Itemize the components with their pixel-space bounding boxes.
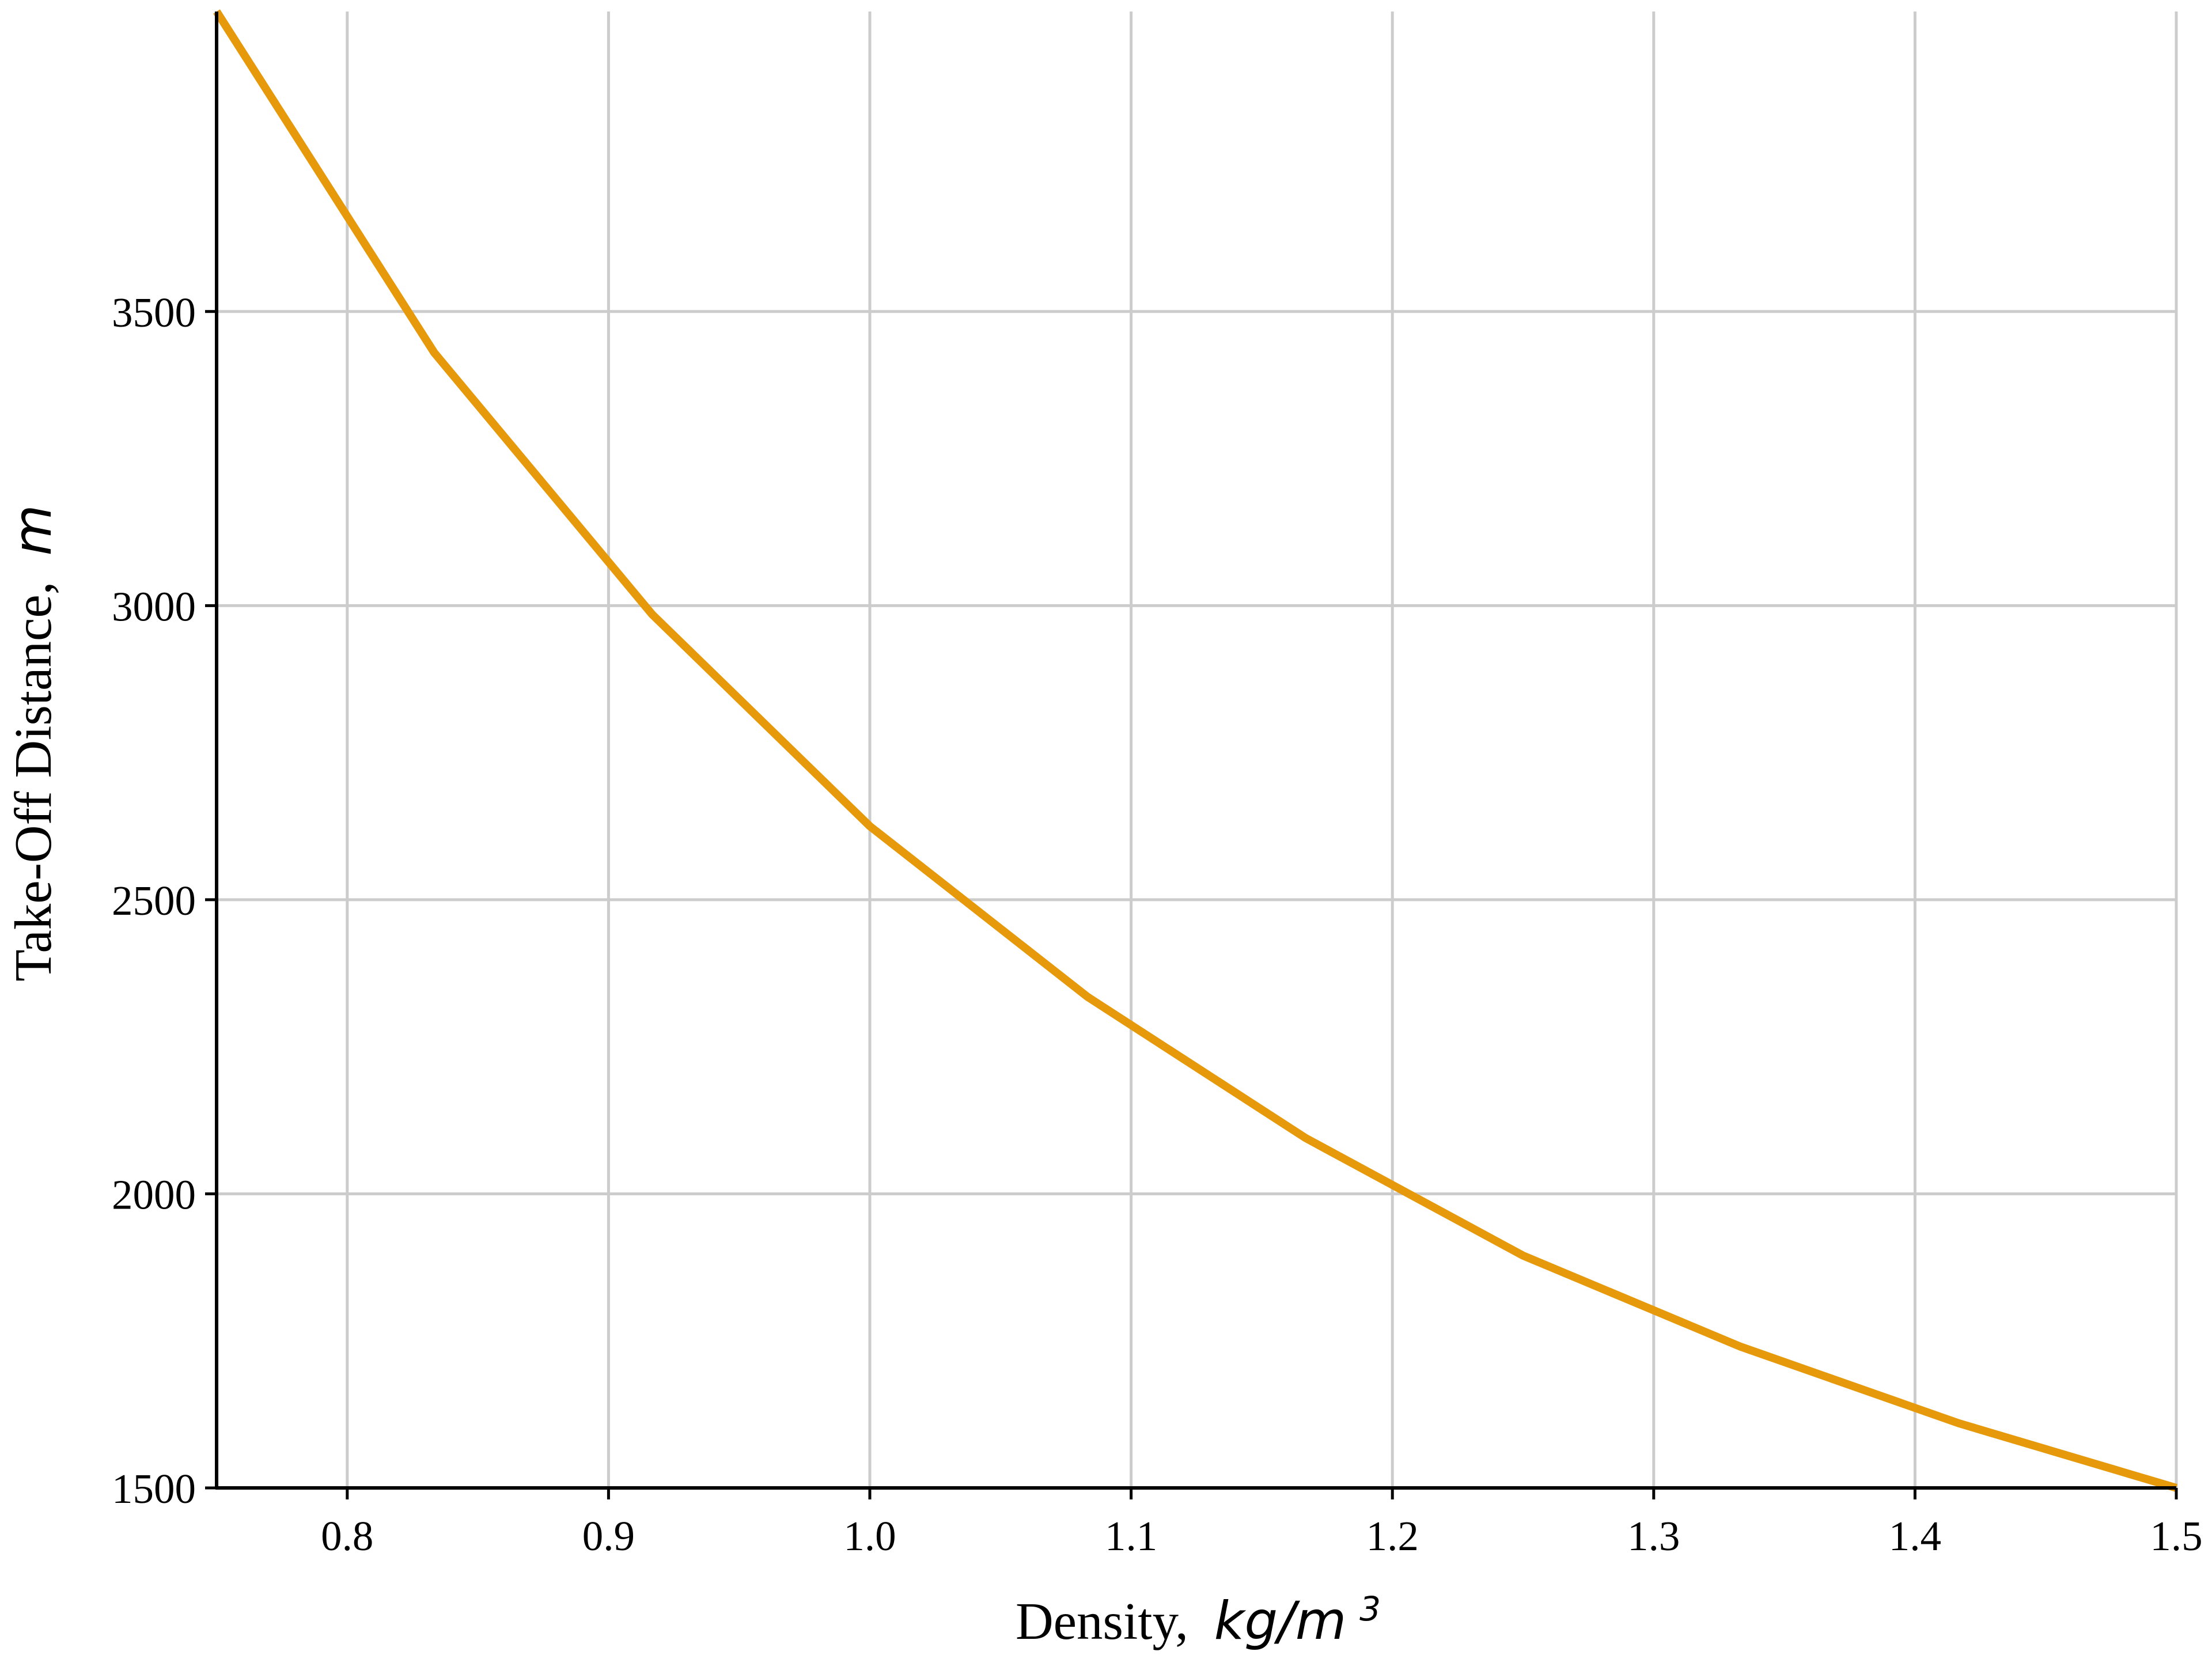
plot-area <box>213 9 2177 1492</box>
x-tick-label: 1.5 <box>2150 1513 2202 1559</box>
y-tick-label: 2500 <box>112 877 196 924</box>
x-tick-label: 1.2 <box>1366 1513 1419 1559</box>
y-tick-label: 3500 <box>112 289 196 336</box>
grid <box>217 12 2178 1490</box>
y-tick-label: 1500 <box>112 1465 196 1512</box>
y-tick-label: 3000 <box>112 583 196 630</box>
y-axis-label-text: Take-Off Distance, <box>4 582 62 982</box>
x-tick-label: 0.8 <box>321 1513 373 1559</box>
x-axis-unit-exponent: 3 <box>1359 1589 1381 1628</box>
y-tick-label: 2000 <box>112 1171 196 1218</box>
tick-labels: 0.8 0.9 1.0 1.1 1.2 1.3 1.4 1.5 1500 2000 2500 3000… <box>112 289 2203 1559</box>
x-tick-label: 1.3 <box>1627 1513 1680 1559</box>
x-axis-unit: kg/m <box>1214 1591 1347 1652</box>
x-tick-label: 0.9 <box>582 1513 635 1559</box>
y-axis-label: Take-Off Distance, m <box>3 505 63 982</box>
x-axis-label: Density, kg/m 3 <box>1016 1589 1381 1652</box>
x-axis-label-text: Density, <box>1016 1592 1188 1650</box>
x-tick-label: 1.0 <box>843 1513 896 1559</box>
x-tick-label: 1.1 <box>1105 1513 1157 1559</box>
x-tick-label: 1.4 <box>1889 1513 1941 1559</box>
axes <box>215 12 2176 1490</box>
series-line <box>213 9 2177 1492</box>
ticks <box>205 310 2178 1499</box>
y-axis-unit: m <box>3 505 63 556</box>
